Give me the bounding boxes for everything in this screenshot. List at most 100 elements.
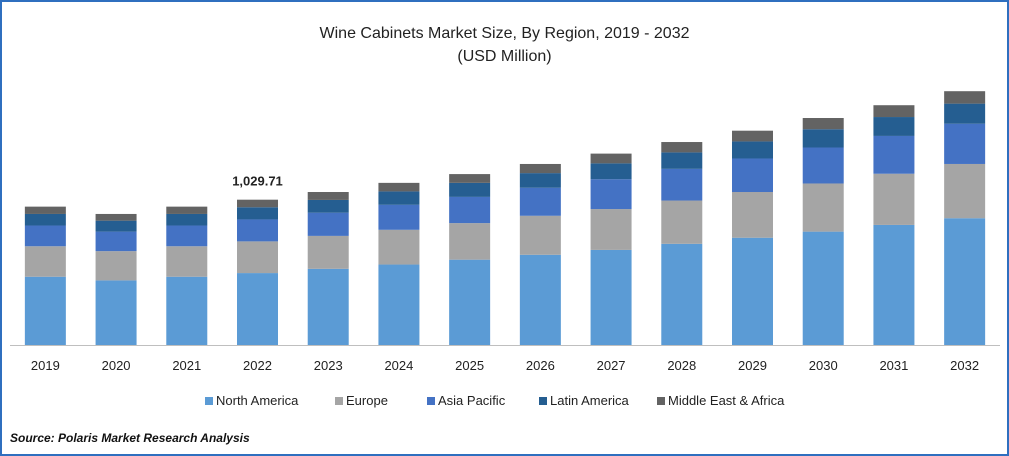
- legend-label-4: Middle East & Africa: [668, 393, 785, 408]
- bar-2031-middle-east-africa: [873, 105, 915, 118]
- bar-2024-middle-east-africa: [378, 182, 420, 192]
- legend-swatch-2: [427, 397, 435, 405]
- bar-2025-middle-east-africa: [449, 174, 491, 183]
- bar-2020-middle-east-africa: [95, 213, 137, 221]
- x-tick-label-2022: 2022: [243, 358, 272, 373]
- bar-2032-middle-east-africa: [944, 91, 986, 104]
- legend-label-0: North America: [216, 393, 299, 408]
- bar-2032-europe: [944, 163, 986, 219]
- chart-title: Wine Cabinets Market Size, By Region, 20…: [2, 22, 1007, 68]
- x-tick-label-2032: 2032: [950, 358, 979, 373]
- bar-2028-north-america: [661, 243, 703, 345]
- bar-2026-latin-america: [519, 173, 561, 188]
- bar-2031-north-america: [873, 224, 915, 345]
- bar-2029-latin-america: [732, 141, 773, 159]
- legend-label-3: Latin America: [550, 393, 630, 408]
- x-tick-label-2031: 2031: [879, 358, 908, 373]
- bar-2027-asia-pacific: [590, 179, 632, 210]
- bar-2025-latin-america: [449, 182, 491, 197]
- bar-2025-asia-pacific: [449, 196, 491, 224]
- bar-2029-europe: [732, 192, 773, 238]
- source-note: Source: Polaris Market Research Analysis: [10, 431, 250, 445]
- bar-2031-europe: [873, 173, 915, 225]
- bar-2020-asia-pacific: [95, 231, 137, 252]
- bar-2019-asia-pacific: [24, 225, 66, 247]
- bar-2026-middle-east-africa: [519, 163, 561, 174]
- bar-2025-europe: [449, 223, 491, 260]
- bar-2023-middle-east-africa: [307, 192, 349, 200]
- legend-swatch-3: [539, 397, 547, 405]
- bar-2021-latin-america: [166, 213, 208, 226]
- bar-2019-north-america: [24, 276, 66, 345]
- bar-2021-middle-east-africa: [166, 206, 208, 214]
- bar-2025-north-america: [449, 259, 491, 345]
- bar-2020-north-america: [95, 280, 137, 345]
- bar-2030-europe: [802, 183, 844, 232]
- bar-2028-middle-east-africa: [661, 142, 703, 153]
- bar-2030-north-america: [802, 231, 844, 345]
- x-tick-label-2019: 2019: [31, 358, 60, 373]
- bar-2023-europe: [307, 235, 349, 269]
- bar-2019-latin-america: [24, 213, 66, 226]
- bar-2031-latin-america: [873, 117, 915, 136]
- bar-2023-north-america: [307, 268, 349, 345]
- x-tick-label-2030: 2030: [809, 358, 838, 373]
- bar-2021-asia-pacific: [166, 225, 208, 247]
- legend-label-2: Asia Pacific: [438, 393, 506, 408]
- bar-2024-europe: [378, 229, 420, 265]
- bar-2023-latin-america: [307, 199, 349, 213]
- bar-2024-asia-pacific: [378, 204, 420, 230]
- bar-2019-middle-east-africa: [24, 206, 66, 214]
- bar-2030-asia-pacific: [802, 147, 844, 184]
- x-tick-label-2025: 2025: [455, 358, 484, 373]
- chart-title-main: Wine Cabinets Market Size, By Region, 20…: [319, 25, 690, 42]
- x-tick-label-2023: 2023: [314, 358, 343, 373]
- bar-2027-middle-east-africa: [590, 153, 632, 164]
- bar-2021-europe: [166, 246, 208, 277]
- bar-2029-north-america: [732, 237, 773, 345]
- bar-2020-latin-america: [95, 220, 137, 232]
- x-tick-label-2026: 2026: [526, 358, 555, 373]
- bar-2032-latin-america: [944, 103, 986, 124]
- bar-2022-asia-pacific: [237, 219, 278, 242]
- legend-label-1: Europe: [346, 393, 388, 408]
- legend-swatch-0: [205, 397, 213, 405]
- x-tick-label-2028: 2028: [667, 358, 696, 373]
- bar-2027-latin-america: [590, 163, 632, 180]
- bar-2030-latin-america: [802, 129, 844, 148]
- bar-2026-europe: [519, 215, 561, 255]
- bar-2032-north-america: [944, 218, 986, 345]
- bar-2030-middle-east-africa: [802, 118, 844, 130]
- bar-2024-latin-america: [378, 191, 420, 205]
- x-tick-label-2029: 2029: [738, 358, 767, 373]
- bar-2026-north-america: [519, 254, 561, 345]
- bar-2024-north-america: [378, 264, 420, 345]
- bar-2031-asia-pacific: [873, 135, 915, 174]
- bar-2028-europe: [661, 200, 703, 244]
- bar-2022-europe: [237, 241, 278, 274]
- data-label-2022: 1,029.71: [232, 174, 283, 189]
- x-tick-label-2024: 2024: [384, 358, 413, 373]
- x-tick-label-2020: 2020: [102, 358, 131, 373]
- bar-2019-europe: [24, 246, 66, 277]
- bar-2027-europe: [590, 209, 632, 250]
- bar-2022-middle-east-africa: [237, 199, 278, 208]
- x-tick-label-2021: 2021: [172, 358, 201, 373]
- bar-2021-north-america: [166, 276, 208, 345]
- bar-2028-asia-pacific: [661, 168, 703, 201]
- bar-2022-latin-america: [237, 207, 278, 220]
- bar-2029-middle-east-africa: [732, 130, 773, 142]
- bar-2029-asia-pacific: [732, 158, 773, 193]
- bar-2028-latin-america: [661, 152, 703, 169]
- bar-2022-north-america: [237, 273, 278, 345]
- x-tick-label-2027: 2027: [597, 358, 626, 373]
- bar-2026-asia-pacific: [519, 187, 561, 216]
- bar-2027-north-america: [590, 249, 632, 345]
- bar-2023-asia-pacific: [307, 212, 349, 236]
- bar-2032-asia-pacific: [944, 123, 986, 164]
- legend-swatch-4: [657, 397, 665, 405]
- chart-subtitle: (USD Million): [457, 48, 552, 65]
- bar-2020-europe: [95, 251, 137, 281]
